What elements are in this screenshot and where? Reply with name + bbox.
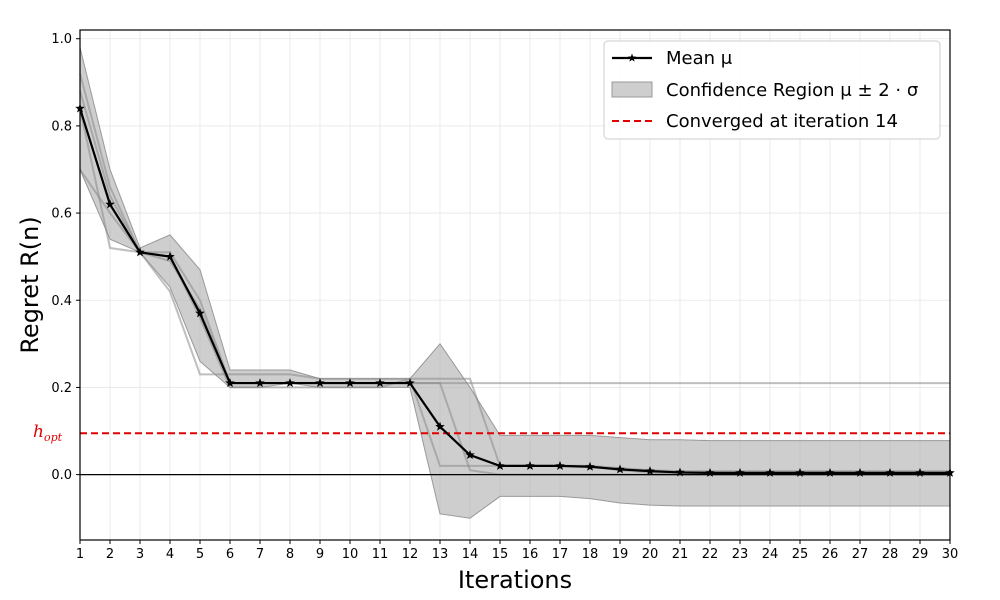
legend-item-converged: Converged at iteration 14 bbox=[612, 111, 898, 132]
x-tick-label: 24 bbox=[762, 547, 779, 562]
y-tick-label: 0.0 bbox=[51, 468, 72, 483]
x-axis-ticks: 1 2 3 4 5 6 7 8 9 10 11 12 13 14 15 16 17 18 19 20 21 22 23 24 2… bbox=[76, 540, 958, 562]
x-tick-label: 3 bbox=[136, 547, 144, 562]
y-tick-label: 1.0 bbox=[51, 32, 72, 47]
mean-series bbox=[75, 103, 955, 477]
mean-point bbox=[345, 378, 355, 388]
mean-point bbox=[525, 460, 535, 470]
x-tick-label: 27 bbox=[852, 547, 869, 562]
x-axis-title: Iterations bbox=[458, 566, 572, 594]
x-tick-label: 21 bbox=[672, 547, 689, 562]
x-tick-label: 19 bbox=[612, 547, 629, 562]
x-tick-label: 18 bbox=[582, 547, 599, 562]
x-tick-label: 4 bbox=[166, 547, 174, 562]
mean-point bbox=[375, 378, 385, 388]
x-tick-label: 6 bbox=[226, 547, 234, 562]
mean-line bbox=[78, 108, 950, 474]
mean-point bbox=[675, 467, 685, 477]
legend-band-swatch bbox=[611, 81, 653, 98]
x-tick-label: 10 bbox=[342, 547, 359, 562]
mean-point bbox=[705, 467, 715, 477]
legend-item-mean: Mean μ bbox=[612, 48, 733, 69]
x-tick-label: 20 bbox=[642, 547, 659, 562]
mean-point bbox=[795, 467, 805, 477]
y-tick-label: 0.2 bbox=[51, 381, 72, 396]
legend-box bbox=[603, 40, 941, 140]
legend-mean-label: Mean μ bbox=[666, 48, 733, 69]
y-axis-ticks: 1.0 0.8 0.6 0.4 0.2 0.0 bbox=[51, 32, 80, 483]
legend: Mean μ Confidence Region μ ± 2 · σ Conve… bbox=[603, 40, 941, 140]
x-tick-label: 11 bbox=[372, 547, 389, 562]
mean-point bbox=[135, 247, 145, 257]
x-tick-label: 17 bbox=[552, 547, 569, 562]
x-tick-label: 8 bbox=[286, 547, 294, 562]
x-tick-label: 12 bbox=[402, 547, 419, 562]
mean-point bbox=[225, 378, 235, 388]
x-tick-label: 30 bbox=[942, 547, 959, 562]
mean-point bbox=[765, 467, 775, 477]
mean-point bbox=[495, 460, 505, 470]
y-axis-title: Regret R(n) bbox=[16, 216, 44, 353]
mean-point bbox=[105, 199, 115, 209]
legend-item-band: Confidence Region μ ± 2 · σ bbox=[611, 80, 918, 101]
mean-point bbox=[285, 378, 295, 388]
plot-frame bbox=[79, 29, 951, 541]
x-tick-label: 28 bbox=[882, 547, 899, 562]
x-tick-label: 1 bbox=[76, 547, 84, 562]
legend-converged-label: Converged at iteration 14 bbox=[666, 111, 898, 132]
legend-band-label: Confidence Region μ ± 2 · σ bbox=[666, 80, 918, 101]
y-tick-label: 0.8 bbox=[51, 119, 72, 134]
hopt-label: hopt bbox=[33, 422, 63, 444]
x-tick-label: 16 bbox=[522, 547, 539, 562]
run-line bbox=[79, 90, 950, 473]
mean-point bbox=[885, 467, 895, 477]
mean-point bbox=[435, 421, 445, 431]
x-tick-label: 15 bbox=[492, 547, 509, 562]
mean-point bbox=[315, 378, 325, 388]
y-tick-label: 0.6 bbox=[51, 207, 72, 222]
x-tick-label: 13 bbox=[432, 547, 449, 562]
mean-point bbox=[255, 378, 265, 388]
x-tick-label: 7 bbox=[256, 547, 264, 562]
mean-point bbox=[555, 460, 565, 470]
mean-point bbox=[165, 251, 175, 261]
x-tick-label: 22 bbox=[702, 547, 719, 562]
mean-point bbox=[465, 450, 475, 460]
mean-point bbox=[615, 464, 625, 474]
run-line bbox=[79, 108, 950, 475]
x-tick-label: 5 bbox=[196, 547, 204, 562]
mean-point bbox=[735, 467, 745, 477]
mean-point bbox=[855, 467, 865, 477]
mean-point bbox=[915, 467, 925, 477]
x-tick-label: 29 bbox=[912, 547, 929, 562]
x-tick-label: 2 bbox=[106, 547, 114, 562]
x-tick-label: 26 bbox=[822, 547, 839, 562]
x-tick-label: 14 bbox=[462, 547, 479, 562]
mean-point bbox=[585, 461, 595, 471]
x-tick-label: 25 bbox=[792, 547, 809, 562]
mean-point bbox=[645, 466, 655, 476]
y-tick-label: 0.4 bbox=[51, 294, 72, 309]
mean-point bbox=[405, 378, 415, 388]
legend-mean-marker bbox=[627, 53, 637, 62]
x-tick-label: 23 bbox=[732, 547, 749, 562]
mean-point bbox=[195, 308, 205, 318]
x-tick-label: 9 bbox=[316, 547, 324, 562]
mean-point bbox=[825, 467, 835, 477]
